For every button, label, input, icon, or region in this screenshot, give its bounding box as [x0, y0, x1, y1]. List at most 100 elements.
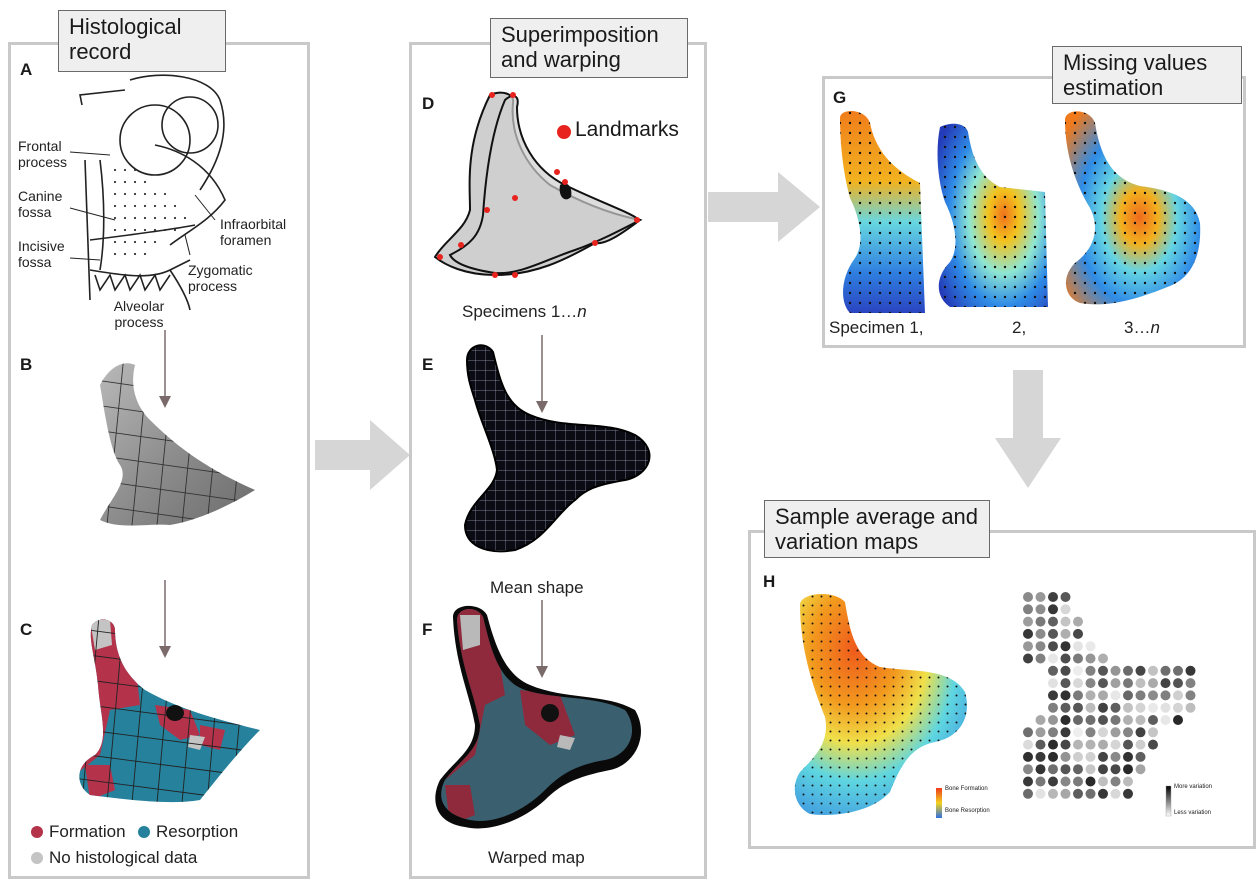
panel-letter-c: C [20, 620, 33, 639]
variation-dot [1173, 665, 1183, 676]
arrow-panel2-to-panel3 [708, 172, 820, 242]
heatmap-specimen-1 [840, 111, 925, 314]
variation-dot [1123, 690, 1133, 701]
specimens-caption-prefix: Specimens 1… [462, 302, 578, 321]
label-frontal-process: Frontal process [18, 138, 68, 170]
variation-dot [1048, 653, 1058, 664]
variation-dot [1060, 665, 1071, 676]
variation-dot [1073, 665, 1083, 676]
no-data-legend-dot [31, 852, 43, 864]
histological-record-title-text: Histological record [69, 14, 182, 64]
variation-dot [1148, 678, 1158, 689]
variation-dot [1060, 628, 1071, 639]
variation-dot [1160, 715, 1171, 725]
variation-dot [1048, 764, 1058, 775]
bone-photo [100, 363, 255, 526]
variation-dot [1023, 641, 1033, 652]
variation-dot [1123, 702, 1133, 713]
variation-dot [1073, 751, 1083, 762]
superimposition-title: Superimposition and warping [490, 18, 688, 78]
label-incisive-fossa: Incisive fossa [18, 238, 65, 270]
variation-dot [1110, 788, 1121, 799]
variation-dot [1110, 678, 1121, 689]
specimen-1-caption: Specimen 1, [829, 318, 924, 337]
variation-dot [1035, 653, 1046, 664]
variation-dot [1060, 678, 1071, 689]
variation-dot [1173, 678, 1183, 689]
variation-dot [1160, 702, 1171, 713]
variation-dot [1135, 715, 1146, 725]
variation-dot [1160, 665, 1171, 676]
variation-dot [1048, 665, 1058, 676]
variation-dot [1148, 690, 1158, 701]
arrow-e-to-f [536, 600, 548, 678]
variation-dot [1098, 653, 1108, 664]
variation-dot [1185, 665, 1196, 676]
panel-letter-e: E [422, 355, 434, 374]
formation-legend-dot [31, 826, 43, 838]
variation-dot [1123, 764, 1133, 775]
heatmap-specimen-3 [1065, 111, 1201, 305]
variation-dot [1135, 764, 1146, 775]
variation-dot [1048, 739, 1058, 750]
variation-dot [1123, 751, 1133, 762]
variation-dot [1110, 690, 1121, 701]
variation-dot [1148, 665, 1158, 676]
avg-legend-top-label: Bone Formation [945, 786, 988, 792]
variation-dot [1060, 641, 1071, 652]
variation-dot [1123, 727, 1133, 738]
variation-dot [1048, 715, 1058, 725]
variation-dot [1060, 702, 1071, 713]
variation-dot [1035, 715, 1046, 725]
average-heatmap [794, 593, 967, 815]
variation-dot [1035, 751, 1046, 762]
variation-dot [1023, 604, 1033, 615]
variation-dot [1085, 764, 1096, 775]
specimens-caption-n: n [577, 302, 587, 321]
variation-dot [1160, 690, 1171, 701]
variation-dot [1035, 592, 1046, 602]
variation-dot [1098, 788, 1108, 799]
label-canine-fossa: Canine fossa [18, 188, 63, 220]
resorption-legend-label: Resorption [156, 822, 239, 841]
variation-dot [1085, 715, 1096, 725]
variation-dot [1110, 665, 1121, 676]
variation-dot [1073, 690, 1083, 701]
variation-dot [1035, 776, 1046, 787]
formation-legend-label: Formation [49, 822, 126, 841]
variation-dot [1048, 616, 1058, 627]
arrow-d-to-e [536, 335, 548, 413]
variation-dot [1098, 727, 1108, 738]
panel-letter-d: D [422, 94, 435, 113]
variation-dot [1098, 776, 1108, 787]
histological-record-title: Histological record [58, 10, 226, 72]
variation-dot [1035, 641, 1046, 652]
variation-dot [1060, 653, 1071, 664]
variation-dot [1023, 739, 1033, 750]
var-legend-bottom-label: Less variation [1174, 810, 1212, 816]
specimen-3-caption: 3…n [1124, 318, 1160, 338]
variation-dot [1048, 592, 1058, 602]
variation-dot [1123, 678, 1133, 689]
variation-dot [1035, 739, 1046, 750]
variation-dot [1085, 665, 1096, 676]
variation-dot [1035, 604, 1046, 615]
superimposition-title-text: Superimposition and warping [501, 22, 659, 72]
var-legend-top-label: More variation [1174, 784, 1213, 790]
variation-dot [1173, 702, 1183, 713]
variation-dot [1123, 776, 1133, 787]
variation-dot [1148, 727, 1158, 738]
variation-dot [1060, 616, 1071, 627]
variation-dot [1123, 715, 1133, 725]
specimen-2-caption: 2, [1012, 318, 1027, 337]
variation-dot [1073, 764, 1083, 775]
variation-dot [1085, 702, 1096, 713]
specimen-3-caption-prefix: 3… [1124, 318, 1151, 337]
variation-dot [1110, 702, 1121, 713]
variation-dot [1060, 690, 1071, 701]
variation-dot [1085, 727, 1096, 738]
variation-dot [1023, 616, 1033, 627]
variation-dot [1110, 727, 1121, 738]
mean-shape-caption: Mean shape [490, 578, 584, 597]
variation-dot [1048, 604, 1058, 615]
